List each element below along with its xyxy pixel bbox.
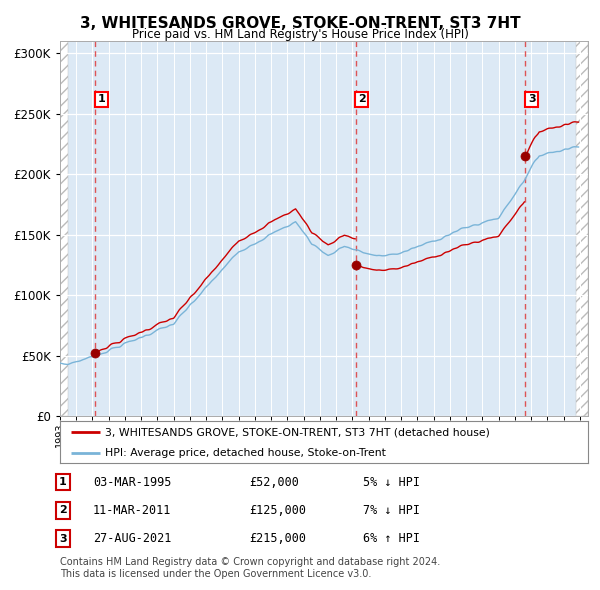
Text: HPI: Average price, detached house, Stoke-on-Trent: HPI: Average price, detached house, Stok… bbox=[105, 448, 386, 457]
Text: 3, WHITESANDS GROVE, STOKE-ON-TRENT, ST3 7HT (detached house): 3, WHITESANDS GROVE, STOKE-ON-TRENT, ST3… bbox=[105, 427, 490, 437]
Text: 7% ↓ HPI: 7% ↓ HPI bbox=[363, 504, 420, 517]
Text: £125,000: £125,000 bbox=[249, 504, 306, 517]
Text: This data is licensed under the Open Government Licence v3.0.: This data is licensed under the Open Gov… bbox=[60, 569, 371, 579]
Text: Contains HM Land Registry data © Crown copyright and database right 2024.: Contains HM Land Registry data © Crown c… bbox=[60, 558, 440, 567]
Text: 3, WHITESANDS GROVE, STOKE-ON-TRENT, ST3 7HT: 3, WHITESANDS GROVE, STOKE-ON-TRENT, ST3… bbox=[80, 16, 520, 31]
Text: 1: 1 bbox=[98, 94, 106, 104]
Text: 5% ↓ HPI: 5% ↓ HPI bbox=[363, 476, 420, 489]
Text: 3: 3 bbox=[528, 94, 536, 104]
Text: 2: 2 bbox=[59, 506, 67, 515]
Text: 3: 3 bbox=[59, 534, 67, 543]
Text: 03-MAR-1995: 03-MAR-1995 bbox=[93, 476, 172, 489]
Text: 27-AUG-2021: 27-AUG-2021 bbox=[93, 532, 172, 545]
Text: Price paid vs. HM Land Registry's House Price Index (HPI): Price paid vs. HM Land Registry's House … bbox=[131, 28, 469, 41]
Text: £52,000: £52,000 bbox=[249, 476, 299, 489]
Text: 2: 2 bbox=[358, 94, 366, 104]
Text: 11-MAR-2011: 11-MAR-2011 bbox=[93, 504, 172, 517]
Text: 1: 1 bbox=[59, 477, 67, 487]
Text: 6% ↑ HPI: 6% ↑ HPI bbox=[363, 532, 420, 545]
Text: £215,000: £215,000 bbox=[249, 532, 306, 545]
